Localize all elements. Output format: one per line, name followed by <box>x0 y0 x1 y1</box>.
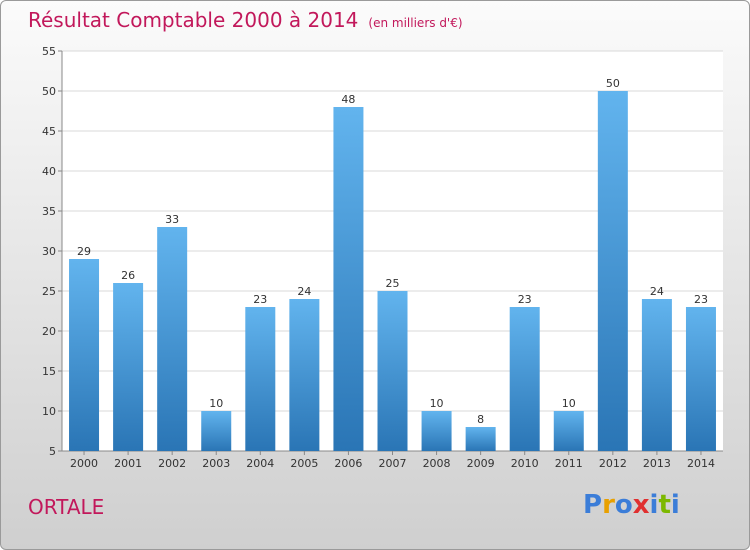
x-tick-label: 2000 <box>70 457 98 470</box>
y-tick-label: 35 <box>42 205 56 218</box>
logo-letter: P <box>583 490 603 520</box>
bar <box>421 411 452 451</box>
title-text: Résultat Comptable 2000 à 2014 <box>28 8 359 32</box>
x-tick-label: 2008 <box>423 457 451 470</box>
y-tick-label: 5 <box>49 445 56 458</box>
logo-letter: r <box>602 490 615 520</box>
x-tick-label: 2012 <box>599 457 627 470</box>
x-tick-label: 2007 <box>379 457 407 470</box>
data-label: 23 <box>694 293 708 306</box>
bar <box>333 107 364 451</box>
bar <box>641 299 672 451</box>
data-label: 10 <box>562 397 576 410</box>
chart-title: Résultat Comptable 2000 à 2014 (en millie… <box>28 8 463 32</box>
y-tick-label: 50 <box>42 85 56 98</box>
bar <box>113 283 144 451</box>
bar <box>157 227 188 451</box>
x-tick-label: 2001 <box>114 457 142 470</box>
x-tick-label: 2002 <box>158 457 186 470</box>
x-tick-label: 2006 <box>334 457 362 470</box>
x-tick-label: 2004 <box>246 457 274 470</box>
proxiti-logo: Proxiti <box>583 490 680 520</box>
data-label: 48 <box>341 93 355 106</box>
y-tick-label: 10 <box>42 405 56 418</box>
x-tick-label: 2009 <box>467 457 495 470</box>
logo-letter: i <box>649 490 659 520</box>
y-tick-label: 30 <box>42 245 56 258</box>
data-label: 24 <box>297 285 311 298</box>
data-label: 29 <box>77 245 91 258</box>
data-label: 8 <box>477 413 484 426</box>
x-tick-label: 2005 <box>290 457 318 470</box>
data-label: 50 <box>606 77 620 90</box>
x-tick-label: 2013 <box>643 457 671 470</box>
data-label: 10 <box>430 397 444 410</box>
data-label: 23 <box>253 293 267 306</box>
bar <box>245 307 276 451</box>
y-tick-label: 15 <box>42 365 56 378</box>
bar <box>201 411 232 451</box>
subtitle-text: (en milliers d'€) <box>368 16 463 30</box>
bar <box>685 307 716 451</box>
logo-letter: t <box>658 490 671 520</box>
bar <box>553 411 584 451</box>
data-label: 26 <box>121 269 135 282</box>
data-label: 23 <box>518 293 532 306</box>
y-tick-label: 45 <box>42 125 56 138</box>
y-tick-label: 20 <box>42 325 56 338</box>
bar <box>69 259 100 451</box>
bar <box>289 299 320 451</box>
y-tick-label: 55 <box>42 45 56 58</box>
bar <box>597 91 628 451</box>
data-label: 10 <box>209 397 223 410</box>
x-tick-label: 2010 <box>511 457 539 470</box>
logo-letter: x <box>632 490 650 520</box>
bar <box>509 307 540 451</box>
commune-name: ORTALE <box>28 495 105 519</box>
data-label: 33 <box>165 213 179 226</box>
data-label: 25 <box>386 277 400 290</box>
logo-letter: o <box>614 490 633 520</box>
logo-letter: i <box>670 490 680 520</box>
x-tick-label: 2003 <box>202 457 230 470</box>
x-tick-label: 2011 <box>555 457 583 470</box>
bar <box>465 427 496 451</box>
y-tick-label: 25 <box>42 285 56 298</box>
x-tick-label: 2014 <box>687 457 715 470</box>
bar <box>377 291 408 451</box>
data-label: 24 <box>650 285 664 298</box>
y-tick-label: 40 <box>42 165 56 178</box>
